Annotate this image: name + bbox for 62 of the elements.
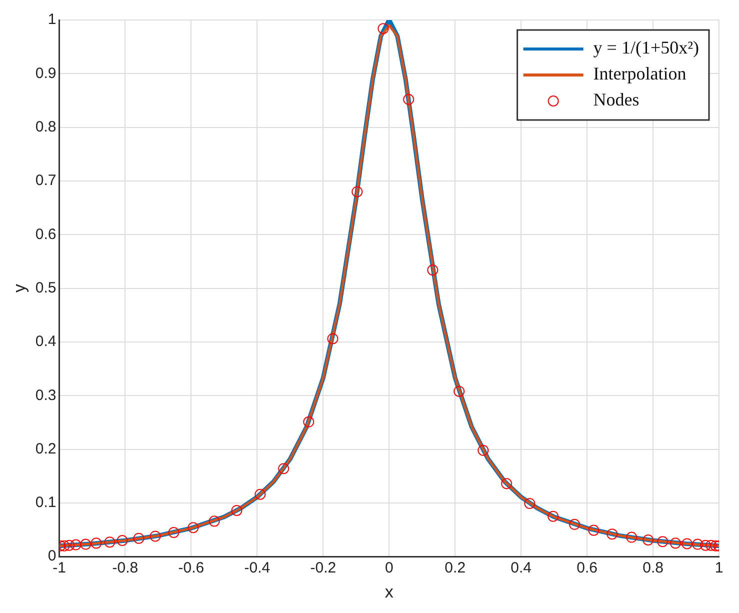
y-axis-title: y (10, 284, 29, 293)
point (427, 264, 438, 276)
point (231, 504, 242, 516)
point (116, 535, 128, 546)
point (548, 510, 559, 522)
y-tick-label: 0.6 (35, 226, 56, 243)
point (327, 333, 338, 344)
x-axis-title: x (384, 582, 394, 602)
y-tick-label: 0.7 (35, 172, 56, 190)
y-tick-label: 0.9 (35, 64, 56, 82)
x-tick-label: -0.8 (112, 560, 138, 577)
point (692, 538, 704, 550)
legend-label: Nodes (593, 90, 640, 110)
x-tick-label: 1 (714, 560, 724, 577)
point (303, 416, 314, 428)
y-tick-label: 0.2 (35, 440, 56, 458)
point (454, 386, 465, 397)
point (569, 518, 580, 530)
point (670, 538, 681, 549)
point (524, 498, 536, 509)
y-tick-label: 0.8 (35, 118, 56, 136)
y-tick-label: 0.5 (35, 279, 56, 296)
x-tick-label: 0 (384, 560, 394, 577)
point (657, 536, 668, 548)
point (501, 478, 512, 490)
y-tick-label: 0.4 (35, 333, 56, 350)
point (59, 540, 70, 552)
y-tick-label: 1 (48, 11, 56, 28)
y-tick-label: 0.1 (35, 494, 56, 512)
point (588, 524, 600, 536)
y-tick-label: 0.3 (35, 386, 56, 404)
point (208, 516, 220, 527)
point (378, 23, 389, 34)
point (254, 488, 266, 500)
legend-label: Interpolation (593, 64, 686, 84)
point (606, 528, 618, 540)
x-tick-label: 0.8 (642, 560, 664, 577)
point (64, 540, 75, 551)
point (80, 538, 92, 550)
x-tick-label: -0.6 (178, 560, 204, 577)
point (478, 444, 489, 456)
x-tick-label: 0.4 (510, 560, 532, 577)
point (70, 539, 82, 550)
point (403, 94, 414, 105)
point (188, 522, 199, 534)
point (133, 532, 144, 544)
point (700, 540, 711, 551)
x-tick-label: -0.4 (244, 560, 270, 577)
x-tick-label: -0.2 (310, 560, 336, 577)
x-tick-label: 0.6 (576, 560, 598, 577)
point (278, 463, 290, 474)
x-tick-label: 0.2 (444, 560, 466, 577)
point (168, 526, 180, 538)
point (642, 534, 654, 546)
point (90, 538, 102, 549)
point (626, 532, 638, 543)
point (706, 540, 717, 551)
point (104, 536, 116, 548)
point (150, 530, 161, 542)
point (352, 186, 363, 198)
legend-label: y = 1/(1+50x²) (593, 38, 700, 58)
point (682, 538, 692, 550)
